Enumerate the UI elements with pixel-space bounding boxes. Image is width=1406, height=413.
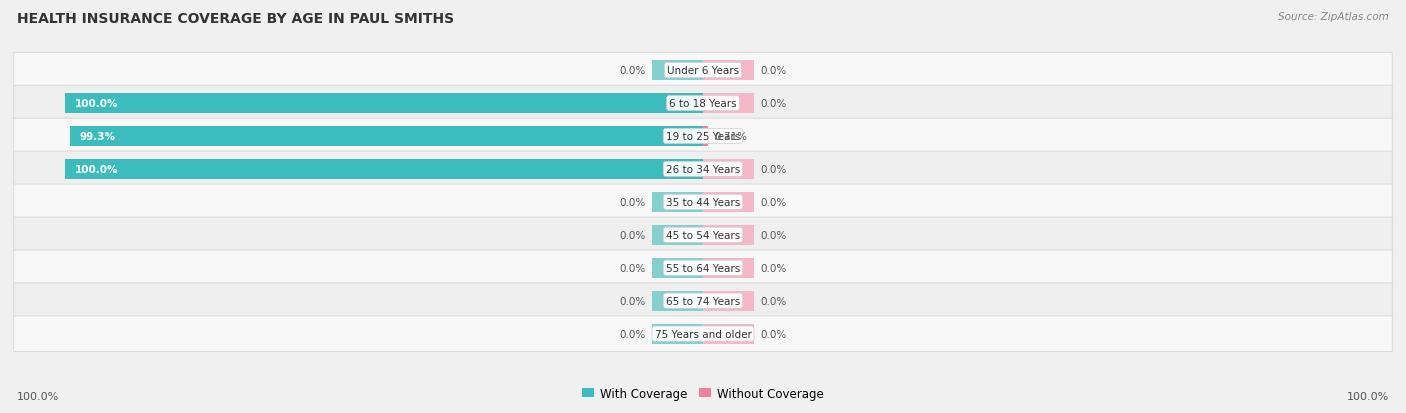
- Bar: [703, 94, 754, 114]
- FancyBboxPatch shape: [14, 316, 1392, 351]
- Text: 0.0%: 0.0%: [761, 99, 787, 109]
- FancyBboxPatch shape: [14, 250, 1392, 286]
- Text: 0.0%: 0.0%: [761, 164, 787, 175]
- Text: 0.0%: 0.0%: [619, 296, 645, 306]
- FancyBboxPatch shape: [14, 152, 1392, 187]
- Bar: [703, 225, 754, 245]
- Text: 26 to 34 Years: 26 to 34 Years: [666, 164, 740, 175]
- Text: 0.0%: 0.0%: [619, 263, 645, 273]
- Bar: [652, 258, 703, 278]
- Text: 0.0%: 0.0%: [761, 197, 787, 207]
- FancyBboxPatch shape: [14, 185, 1392, 220]
- Text: Under 6 Years: Under 6 Years: [666, 66, 740, 76]
- FancyBboxPatch shape: [14, 86, 1392, 121]
- Bar: [65, 160, 703, 179]
- Text: 0.0%: 0.0%: [761, 230, 787, 240]
- Text: 35 to 44 Years: 35 to 44 Years: [666, 197, 740, 207]
- Bar: [703, 61, 754, 81]
- Text: HEALTH INSURANCE COVERAGE BY AGE IN PAUL SMITHS: HEALTH INSURANCE COVERAGE BY AGE IN PAUL…: [17, 12, 454, 26]
- FancyBboxPatch shape: [14, 283, 1392, 319]
- FancyBboxPatch shape: [14, 119, 1392, 154]
- Text: 55 to 64 Years: 55 to 64 Years: [666, 263, 740, 273]
- Text: 45 to 54 Years: 45 to 54 Years: [666, 230, 740, 240]
- Bar: [703, 192, 754, 212]
- Text: 0.0%: 0.0%: [619, 197, 645, 207]
- Text: 75 Years and older: 75 Years and older: [655, 329, 751, 339]
- Text: 0.0%: 0.0%: [761, 296, 787, 306]
- Bar: [652, 192, 703, 212]
- Text: 100.0%: 100.0%: [1347, 391, 1389, 401]
- Bar: [65, 94, 703, 114]
- Bar: [69, 127, 703, 147]
- Text: 0.71%: 0.71%: [714, 132, 747, 142]
- Text: 0.0%: 0.0%: [619, 230, 645, 240]
- Bar: [703, 127, 707, 147]
- Text: 65 to 74 Years: 65 to 74 Years: [666, 296, 740, 306]
- Text: 0.0%: 0.0%: [761, 263, 787, 273]
- Bar: [652, 324, 703, 344]
- Bar: [703, 258, 754, 278]
- Text: Source: ZipAtlas.com: Source: ZipAtlas.com: [1278, 12, 1389, 22]
- Text: 100.0%: 100.0%: [75, 164, 118, 175]
- Bar: [652, 225, 703, 245]
- Text: 6 to 18 Years: 6 to 18 Years: [669, 99, 737, 109]
- Legend: With Coverage, Without Coverage: With Coverage, Without Coverage: [578, 382, 828, 404]
- Bar: [703, 160, 754, 179]
- FancyBboxPatch shape: [14, 218, 1392, 253]
- Text: 0.0%: 0.0%: [619, 66, 645, 76]
- Text: 0.0%: 0.0%: [761, 66, 787, 76]
- Text: 19 to 25 Years: 19 to 25 Years: [666, 132, 740, 142]
- Text: 0.0%: 0.0%: [619, 329, 645, 339]
- Bar: [652, 291, 703, 311]
- Bar: [703, 291, 754, 311]
- Bar: [703, 324, 754, 344]
- Text: 99.3%: 99.3%: [79, 132, 115, 142]
- Text: 100.0%: 100.0%: [75, 99, 118, 109]
- FancyBboxPatch shape: [14, 53, 1392, 89]
- Text: 100.0%: 100.0%: [17, 391, 59, 401]
- Bar: [652, 61, 703, 81]
- Text: 0.0%: 0.0%: [761, 329, 787, 339]
